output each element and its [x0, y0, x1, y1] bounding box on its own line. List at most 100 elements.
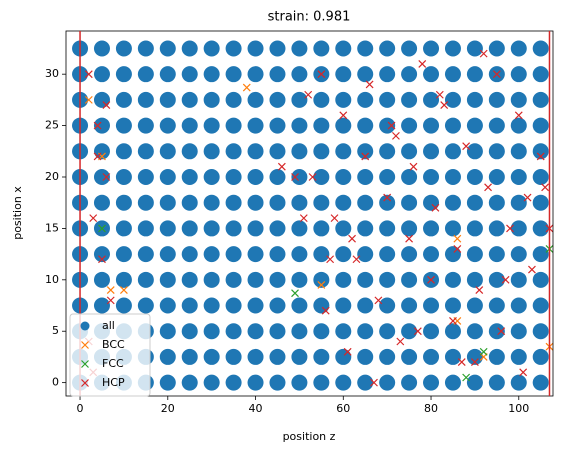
point	[313, 117, 330, 134]
point	[510, 194, 527, 211]
point	[497, 327, 506, 336]
point	[203, 117, 220, 134]
point	[269, 40, 286, 57]
point	[510, 271, 527, 288]
point	[466, 66, 483, 83]
point	[488, 246, 505, 263]
point	[488, 117, 505, 134]
point	[510, 40, 527, 57]
point	[313, 271, 330, 288]
point	[335, 220, 352, 237]
point	[466, 40, 483, 57]
point	[181, 271, 198, 288]
point	[137, 297, 154, 314]
point	[203, 297, 220, 314]
point	[374, 296, 383, 305]
point	[401, 169, 418, 185]
point	[247, 143, 264, 160]
point	[401, 194, 418, 211]
point	[291, 117, 308, 134]
point	[466, 220, 483, 237]
point	[247, 169, 264, 185]
y-tick-label: 15	[45, 221, 59, 234]
point	[137, 169, 154, 185]
point	[225, 271, 242, 288]
point	[203, 169, 220, 185]
point	[488, 297, 505, 314]
legend-label: HCP	[102, 376, 125, 389]
point	[466, 194, 483, 211]
point	[444, 169, 461, 185]
point	[361, 152, 370, 161]
chart-title: strain: 0.981	[268, 10, 351, 25]
point	[159, 348, 176, 365]
point	[357, 271, 374, 288]
point	[291, 194, 308, 211]
point	[357, 348, 374, 365]
point	[444, 117, 461, 134]
point	[510, 348, 527, 365]
x-tick-label: 60	[336, 402, 350, 415]
point	[247, 348, 264, 365]
point	[435, 90, 444, 99]
point	[357, 374, 374, 391]
point	[335, 40, 352, 57]
point	[466, 297, 483, 314]
point	[277, 162, 286, 171]
point	[159, 246, 176, 263]
point	[93, 152, 102, 161]
point	[242, 83, 251, 92]
point	[203, 143, 220, 160]
point	[444, 40, 461, 57]
point	[401, 348, 418, 365]
point	[383, 193, 392, 202]
point	[357, 117, 374, 134]
y-tick-label: 10	[45, 273, 59, 286]
point	[357, 220, 374, 237]
point	[405, 234, 414, 243]
point	[291, 289, 299, 298]
point	[444, 194, 461, 211]
point	[462, 142, 471, 151]
point	[427, 275, 435, 284]
point	[413, 327, 422, 336]
point	[379, 66, 396, 83]
point	[457, 358, 466, 366]
point	[247, 246, 264, 263]
point	[379, 246, 396, 263]
point	[93, 297, 110, 314]
point	[291, 143, 308, 160]
point	[291, 66, 308, 83]
point	[401, 66, 418, 83]
point	[466, 246, 483, 263]
point	[466, 323, 483, 340]
point	[181, 374, 198, 391]
point	[348, 234, 356, 243]
point	[343, 347, 352, 356]
point	[510, 91, 527, 108]
point	[466, 271, 483, 288]
point	[313, 143, 330, 160]
point	[423, 169, 440, 185]
point	[137, 143, 154, 160]
point	[510, 323, 527, 340]
point	[488, 143, 505, 160]
point	[488, 323, 505, 340]
point	[137, 91, 154, 108]
y-tick-label: 5	[52, 324, 59, 337]
point	[225, 40, 242, 57]
point	[330, 214, 339, 223]
point	[444, 220, 461, 237]
point	[313, 220, 330, 237]
point	[401, 143, 418, 160]
point	[269, 66, 286, 83]
point	[401, 220, 418, 237]
point	[532, 66, 549, 83]
point	[501, 275, 510, 284]
point	[532, 169, 549, 185]
point	[291, 297, 308, 314]
point	[510, 117, 527, 134]
point	[396, 337, 405, 346]
point	[225, 374, 242, 391]
point	[304, 90, 313, 99]
